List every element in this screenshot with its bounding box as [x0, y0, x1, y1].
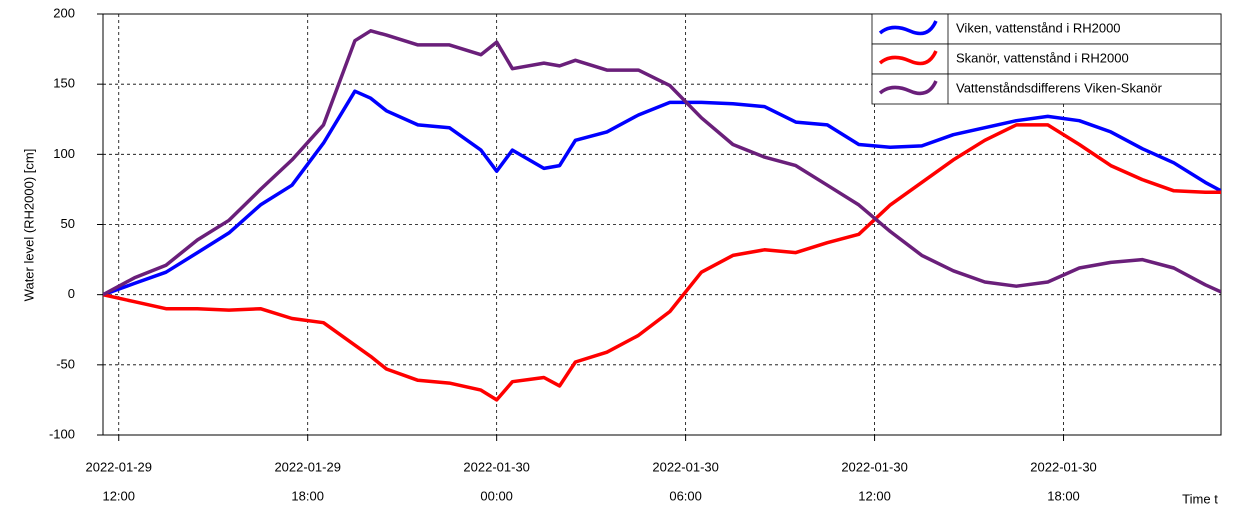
x-tick-label: 12:00 — [858, 488, 891, 503]
y-tick-label: 50 — [61, 216, 75, 231]
x-tick-label: 12:00 — [102, 488, 135, 503]
x-tick-label: 00:00 — [480, 488, 513, 503]
x-axis-label: Time t — [1182, 491, 1218, 506]
legend-swatch — [878, 80, 938, 96]
y-axis-label: Water level (RH2000) [cm] — [21, 149, 36, 302]
y-tick-label: -100 — [49, 426, 75, 441]
x-tick-label: 18:00 — [1047, 488, 1080, 503]
y-tick-label: 0 — [68, 286, 75, 301]
legend-label: Vattenståndsdifferens Viken-Skanör — [956, 80, 1163, 95]
x-tick-label: 2022-01-30 — [463, 459, 530, 474]
y-tick-label: 100 — [53, 146, 75, 161]
legend-label: Skanör, vattenstånd i RH2000 — [956, 50, 1129, 65]
y-tick-label: 200 — [53, 5, 75, 20]
y-tick-label: -50 — [56, 356, 75, 371]
series-line — [103, 123, 1221, 402]
x-tick-label: 2022-01-30 — [841, 459, 908, 474]
y-tick-label: 150 — [53, 76, 75, 91]
legend-label: Viken, vattenstånd i RH2000 — [956, 20, 1121, 35]
legend-swatch — [878, 50, 938, 66]
x-tick-label: 2022-01-29 — [274, 459, 341, 474]
x-tick-label: 2022-01-29 — [85, 459, 152, 474]
legend-swatch — [878, 20, 938, 36]
x-tick-label: 18:00 — [291, 488, 324, 503]
plot-border — [102, 13, 1222, 436]
x-tick-label: 2022-01-30 — [652, 459, 719, 474]
series-line — [103, 29, 1221, 297]
x-tick-label: 2022-01-30 — [1030, 459, 1097, 474]
series-line — [103, 89, 1221, 297]
x-tick-label: 06:00 — [669, 488, 702, 503]
